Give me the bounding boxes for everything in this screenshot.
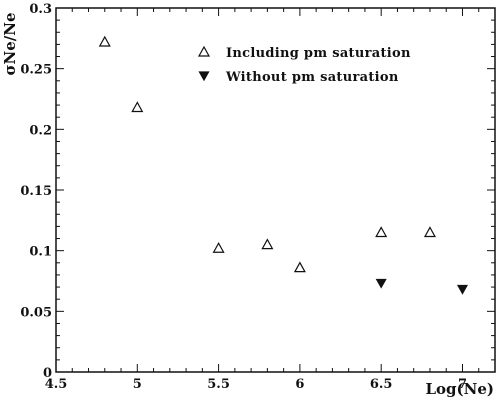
y-tick-label: 0.25 (20, 63, 52, 78)
x-tick-label: 4.5 (45, 377, 68, 392)
plot-frame (55, 7, 496, 373)
x-tick-label: 7 (458, 377, 467, 392)
including-pm-point (375, 226, 388, 238)
including-pm-point (423, 226, 436, 238)
x-tick-label: 5.5 (207, 377, 230, 392)
including-pm-point (98, 35, 111, 47)
without-pm-point (375, 278, 387, 289)
including-pm-point (212, 242, 225, 253)
x-tick-label: 5 (133, 377, 142, 392)
legend: Including pm saturation Without pm satura… (197, 45, 411, 85)
y-tick-label: 0.1 (29, 245, 52, 260)
legend-marker (197, 45, 211, 57)
axis-tick-labels: 4.5 5 5.5 6 6.5 7 0 0.05 0.1 0.15 0.2 0.25 0.3 (20, 2, 467, 392)
y-tick-label: 0.15 (20, 184, 52, 199)
including-pm-point (261, 238, 274, 250)
axis-ticks (55, 7, 496, 373)
data-points (98, 35, 469, 295)
y-tick-label: 0.05 (20, 305, 52, 320)
including-pm-point (293, 261, 306, 273)
y-tick-label: 0 (43, 366, 52, 381)
legend-label: Including pm saturation (226, 46, 411, 61)
x-tick-label: 6.5 (370, 377, 393, 392)
including-pm-point (131, 101, 144, 113)
y-tick-label: 0.2 (29, 123, 52, 138)
legend-marker (198, 71, 210, 82)
without-pm-point (456, 284, 469, 295)
legend-label: Without pm saturation (225, 70, 399, 85)
y-tick-label: 0.3 (29, 2, 52, 17)
y-axis-title: σNe/Ne (1, 12, 19, 75)
x-axis-title: Log(Ne) (426, 380, 495, 398)
x-tick-label: 6 (295, 377, 304, 392)
